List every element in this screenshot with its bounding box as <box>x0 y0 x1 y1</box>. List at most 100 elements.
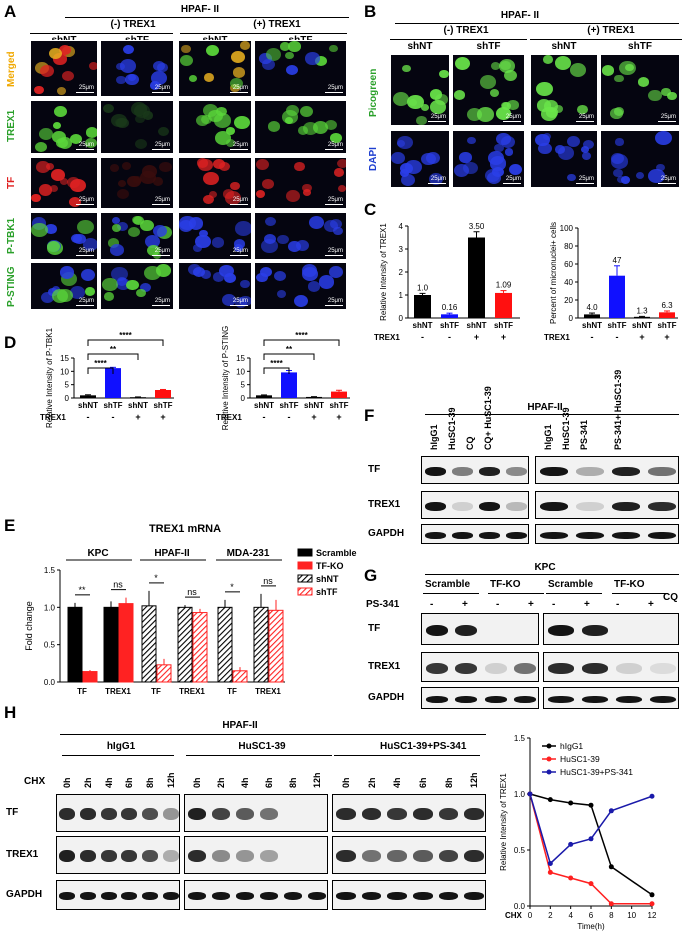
scale-bar <box>76 305 94 306</box>
band <box>425 531 446 539</box>
band <box>162 808 179 820</box>
y-tick-label: 10 <box>60 367 69 376</box>
panel-label-e: E <box>4 516 16 535</box>
sign: + <box>311 412 316 422</box>
scale-label: 25μm <box>154 197 170 203</box>
lane-label: hIgG1 <box>543 424 553 450</box>
bar-1 <box>441 314 458 318</box>
blot-row-label: TF <box>368 623 381 634</box>
bar-2 <box>634 316 650 318</box>
scale-bar <box>152 305 170 306</box>
legend-label: TF-KO <box>316 561 344 571</box>
band <box>259 850 279 862</box>
data-label: 0.16 <box>442 303 458 312</box>
y-tick-label: 0.5 <box>44 641 56 650</box>
scale-label: 25μm <box>327 248 343 254</box>
band <box>211 892 231 900</box>
micrograph-merged-3: 25μm <box>254 40 347 97</box>
micrograph-dapi-2: 25μm <box>530 130 598 188</box>
y-tick-label: 5 <box>65 381 70 390</box>
band <box>548 695 574 703</box>
y-tick-label: 80 <box>564 242 573 251</box>
sign: - <box>552 599 556 610</box>
panel-label-b: B <box>364 2 377 21</box>
bar-a <box>217 606 233 683</box>
micrograph-merged-1: 25μm <box>100 40 174 97</box>
time-label: 4h <box>392 777 403 788</box>
group-label: Scramble <box>425 579 471 590</box>
x-tick-label: shNT <box>128 401 148 410</box>
blot-tf-right <box>543 613 679 645</box>
x-tick-label: TF <box>151 687 161 696</box>
band <box>336 892 356 900</box>
micrograph-p-tbk1-0: 25μm <box>30 212 98 260</box>
panel-label-d: D <box>4 333 17 352</box>
band <box>100 892 117 900</box>
band <box>80 892 96 900</box>
band <box>187 850 207 862</box>
scale-bar <box>325 204 343 205</box>
band <box>576 501 604 511</box>
scale-label: 25μm <box>578 114 594 120</box>
micrograph-p-tbk1-3: 25μm <box>254 212 347 260</box>
micrograph-p-sting-2: 25μm <box>178 262 252 310</box>
time-label: 2h <box>216 777 226 788</box>
x-tick-label: TREX1 <box>105 687 131 696</box>
time-label: 12h <box>165 772 176 788</box>
band <box>121 892 138 900</box>
band <box>582 662 608 674</box>
point <box>588 802 594 808</box>
band <box>452 466 473 476</box>
x-tick-label: shNT <box>413 321 433 330</box>
blot-row-label: TREX1 <box>368 661 401 672</box>
y-tick-label: 0 <box>241 394 246 403</box>
band <box>307 892 327 900</box>
scale-label: 25μm <box>154 298 170 304</box>
group-label: MDA-231 <box>227 548 270 559</box>
group-label: hIgG1 <box>106 741 136 752</box>
time-label: 12h <box>469 772 480 788</box>
series-line-0 <box>529 793 653 896</box>
y-tick-label: 0.0 <box>514 902 526 911</box>
band <box>235 892 255 900</box>
band <box>425 501 446 511</box>
band <box>211 808 231 820</box>
band <box>162 892 179 900</box>
blot-trex1-right <box>543 652 679 682</box>
time-label: 4h <box>240 777 250 788</box>
band <box>506 531 527 539</box>
panel-label-h: H <box>4 703 17 722</box>
data-label: 1.0 <box>417 283 429 292</box>
band <box>438 850 459 862</box>
blot-gapdh-left <box>421 524 529 544</box>
sig-label: ** <box>78 585 86 595</box>
y-tick-label: 1 <box>399 291 404 300</box>
time-label: 6h <box>124 777 135 788</box>
legend-marker <box>546 769 552 775</box>
band <box>540 466 568 476</box>
scale-bar <box>76 255 94 256</box>
bar-0 <box>414 295 431 318</box>
scale-bar <box>325 92 343 93</box>
scale-bar <box>152 149 170 150</box>
bar-0 <box>256 395 272 398</box>
series-line-1 <box>529 793 652 905</box>
y-tick-label: 0 <box>65 394 70 403</box>
sig-label: ns <box>113 580 123 590</box>
x-tick-label: TF <box>227 687 237 696</box>
blot-trex1-0 <box>56 836 180 874</box>
band <box>506 501 527 511</box>
blot-row-label: TF <box>6 807 19 818</box>
sig-label: ** <box>110 345 117 354</box>
time-label: 0h <box>340 777 351 788</box>
y-tick-label: 2 <box>399 268 404 277</box>
band <box>582 624 608 636</box>
scale-bar <box>76 92 94 93</box>
y-tick-label: 0.5 <box>514 846 526 855</box>
panel-label-g: G <box>364 566 378 585</box>
band <box>479 531 500 539</box>
point <box>568 841 574 847</box>
row-label: TREX1 <box>374 333 400 342</box>
scale-bar <box>152 204 170 205</box>
blot-row-label: TREX1 <box>368 499 401 510</box>
